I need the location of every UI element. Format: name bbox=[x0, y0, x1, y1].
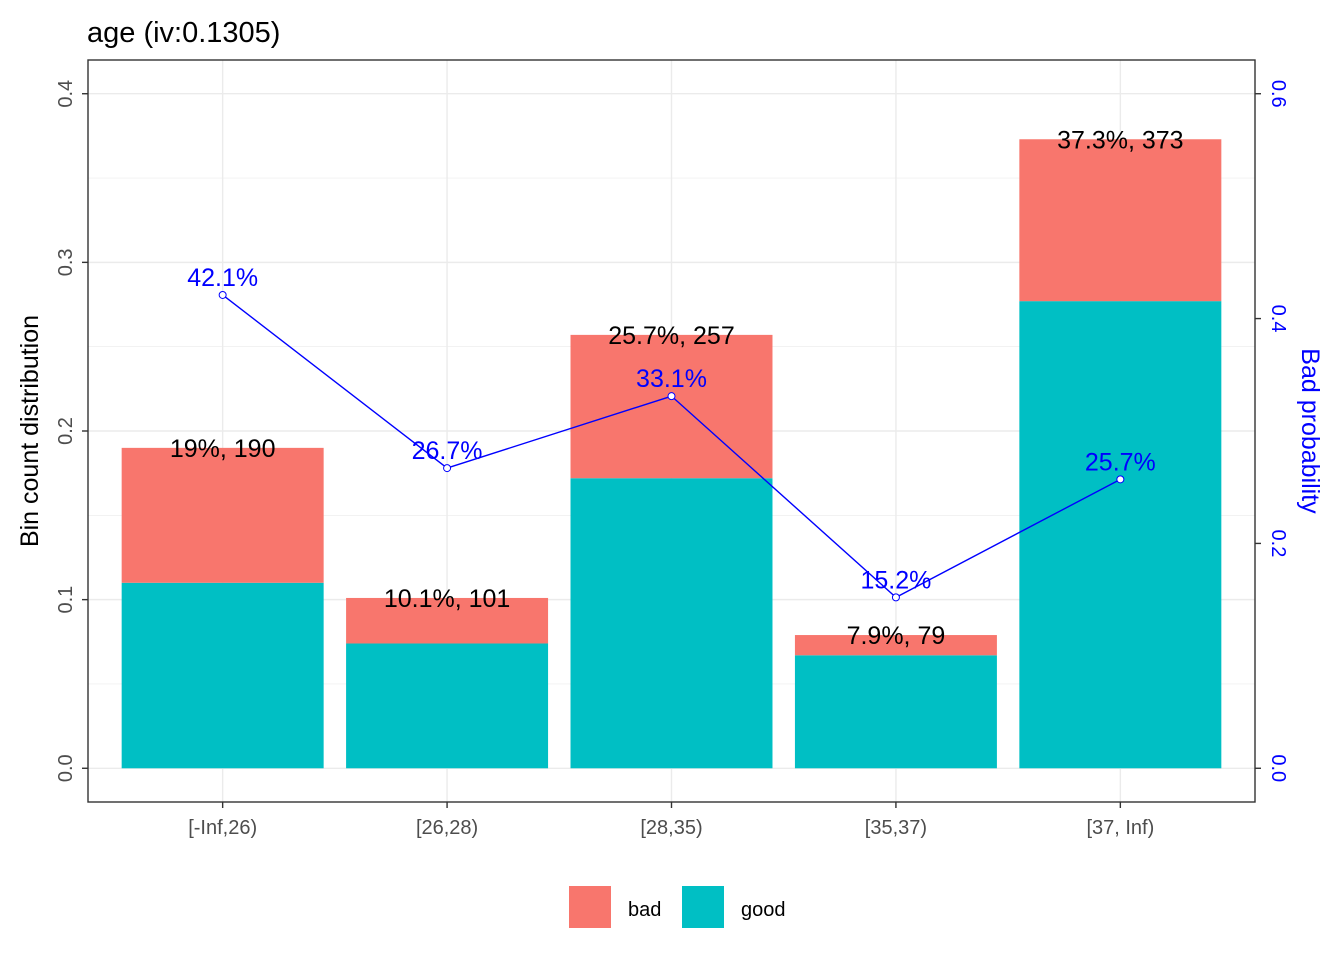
x-axis: [-Inf,26) [26,28) [28,35) [35,37) [37, Inf) bbox=[188, 802, 1154, 839]
bar-good bbox=[121, 582, 324, 769]
bar-bad bbox=[346, 597, 549, 644]
y2-tick-label: 0.0 bbox=[1267, 754, 1289, 782]
x-tick-label: [26,28) bbox=[416, 817, 478, 839]
y-tick-label: 0.3 bbox=[55, 248, 77, 276]
bad-probability-point bbox=[218, 290, 227, 299]
y-axis: 0.0 0.1 0.2 0.3 0.4 bbox=[55, 80, 88, 782]
x-tick-label: [28,35) bbox=[640, 817, 702, 839]
bar-good bbox=[346, 643, 549, 769]
bad-probability-label: 15.2% bbox=[860, 566, 931, 594]
bar-total-label: 10.1%, 101 bbox=[384, 585, 511, 613]
y2-axis-title: Bad probability bbox=[1296, 348, 1324, 514]
bad-probability-point bbox=[443, 464, 452, 473]
bar-bad bbox=[121, 447, 324, 583]
bar-bad bbox=[570, 334, 773, 479]
bar-good bbox=[570, 478, 773, 769]
legend-label-bad: bad bbox=[628, 899, 661, 921]
bar-total-label: 25.7%, 257 bbox=[608, 322, 735, 350]
bar-good bbox=[1019, 301, 1222, 769]
y2-tick-label: 0.2 bbox=[1267, 530, 1289, 558]
bad-probability-line: 42.1% 26.7% 33.1% 15.2% 25.7% bbox=[187, 264, 1156, 602]
bars bbox=[121, 139, 1222, 769]
bar-good bbox=[794, 655, 997, 769]
x-tick-label: [-Inf,26) bbox=[188, 817, 257, 839]
bad-probability-point bbox=[891, 593, 900, 602]
y-tick-label: 0.1 bbox=[55, 586, 77, 614]
bad-probability-point bbox=[667, 392, 676, 401]
bad-probability-label: 26.7% bbox=[412, 437, 483, 465]
bar-total-label: 19%, 190 bbox=[170, 435, 276, 463]
bar-total-label: 37.3%, 373 bbox=[1057, 126, 1184, 154]
y-axis-title: Bin count distribution bbox=[16, 315, 44, 547]
bad-probability-label: 25.7% bbox=[1085, 448, 1156, 476]
chart-title: age (iv:0.1305) bbox=[87, 17, 280, 49]
y-tick-label: 0.4 bbox=[55, 80, 77, 108]
x-tick-label: [37, Inf) bbox=[1086, 817, 1154, 839]
y2-tick-label: 0.6 bbox=[1267, 80, 1289, 108]
y2-tick-label: 0.4 bbox=[1267, 305, 1289, 333]
y-tick-label: 0.2 bbox=[55, 417, 77, 445]
y2-axis: 0.0 0.2 0.4 0.6 bbox=[1255, 80, 1289, 782]
x-tick-label: [35,37) bbox=[865, 817, 927, 839]
bar-labels: 19%, 190 10.1%, 101 25.7%, 257 7.9%, 79 37.3… bbox=[170, 126, 1184, 650]
bad-probability-point bbox=[1116, 475, 1125, 484]
bar-bad bbox=[1019, 139, 1222, 302]
bar-bad bbox=[794, 635, 997, 656]
legend: bad good bbox=[569, 886, 786, 928]
y-tick-label: 0.0 bbox=[55, 754, 77, 782]
legend-label-good: good bbox=[741, 899, 786, 921]
bar-total-label: 7.9%, 79 bbox=[847, 622, 946, 650]
legend-swatch-good bbox=[682, 886, 724, 928]
legend-swatch-bad bbox=[569, 886, 611, 928]
bad-probability-label: 42.1% bbox=[187, 264, 258, 292]
bad-probability-label: 33.1% bbox=[636, 365, 707, 393]
